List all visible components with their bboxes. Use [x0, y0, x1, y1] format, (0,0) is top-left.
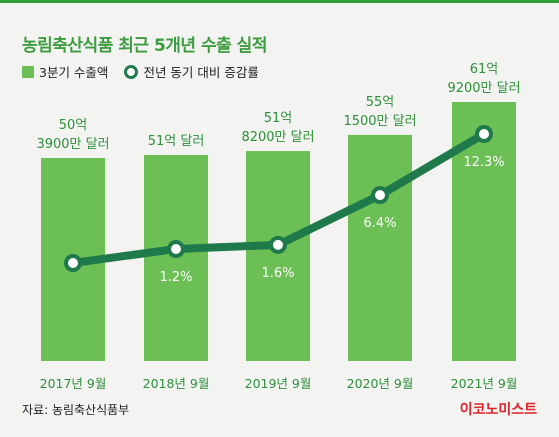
- bar-3: [348, 134, 412, 361]
- growth-label-2: 1.6%: [261, 266, 294, 281]
- growth-point-3: [371, 186, 389, 205]
- growth-point-0: [64, 254, 82, 272]
- bar-label-3-0: 55억: [366, 95, 395, 110]
- bar-1: [144, 155, 208, 361]
- growth-point-2: [269, 235, 287, 254]
- bar-2: [246, 151, 310, 361]
- chart-plot: 50억 3900만 달러 51억 달러 51억 8200만 달러 55억 1500만 달러 6…: [36, 62, 520, 391]
- growth-point-1: [167, 240, 185, 258]
- legend-bar-label: 3분기 수출액: [39, 65, 109, 80]
- x-tick-label-3: 2020년 9월: [347, 376, 414, 391]
- bar-label-0-1: 3900만 달러: [36, 137, 109, 152]
- bar-label-3-1: 1500만 달러: [343, 114, 416, 129]
- growth-label-4: 12.3%: [463, 155, 504, 170]
- bar-label-4-0: 61억: [470, 62, 499, 77]
- x-tick-label-4: 2021년 9월: [451, 376, 518, 391]
- legend-line-marker: [124, 64, 139, 79]
- chart-title: 농림축산식품 최근 5개년 수출 실적: [22, 36, 267, 56]
- bar-label-2-0: 51억: [264, 111, 293, 126]
- legend-bar-swatch: [22, 65, 34, 78]
- brand-logo: 이코노미스트: [459, 402, 537, 418]
- growth-label-1: 1.2%: [159, 270, 192, 285]
- x-tick-label-0: 2017년 9월: [40, 376, 107, 391]
- growth-point-4: [475, 125, 493, 143]
- bar-label-2-1: 8200만 달러: [241, 130, 314, 145]
- legend: 3분기 수출액 전년 동기 대비 증감률: [22, 62, 259, 81]
- source-note: 자료: 농림축산식품부: [22, 403, 130, 417]
- legend-line-label: 전년 동기 대비 증감률: [143, 65, 259, 80]
- x-tick-label-1: 2018년 9월: [143, 376, 210, 391]
- growth-label-3: 6.4%: [363, 216, 396, 231]
- bar-label-0-0: 50억: [59, 118, 88, 133]
- x-tick-label-2: 2019년 9월: [245, 376, 312, 391]
- bar-label-4-1: 9200만 달러: [447, 81, 520, 96]
- bar-label-1-0: 51억 달러: [148, 134, 205, 149]
